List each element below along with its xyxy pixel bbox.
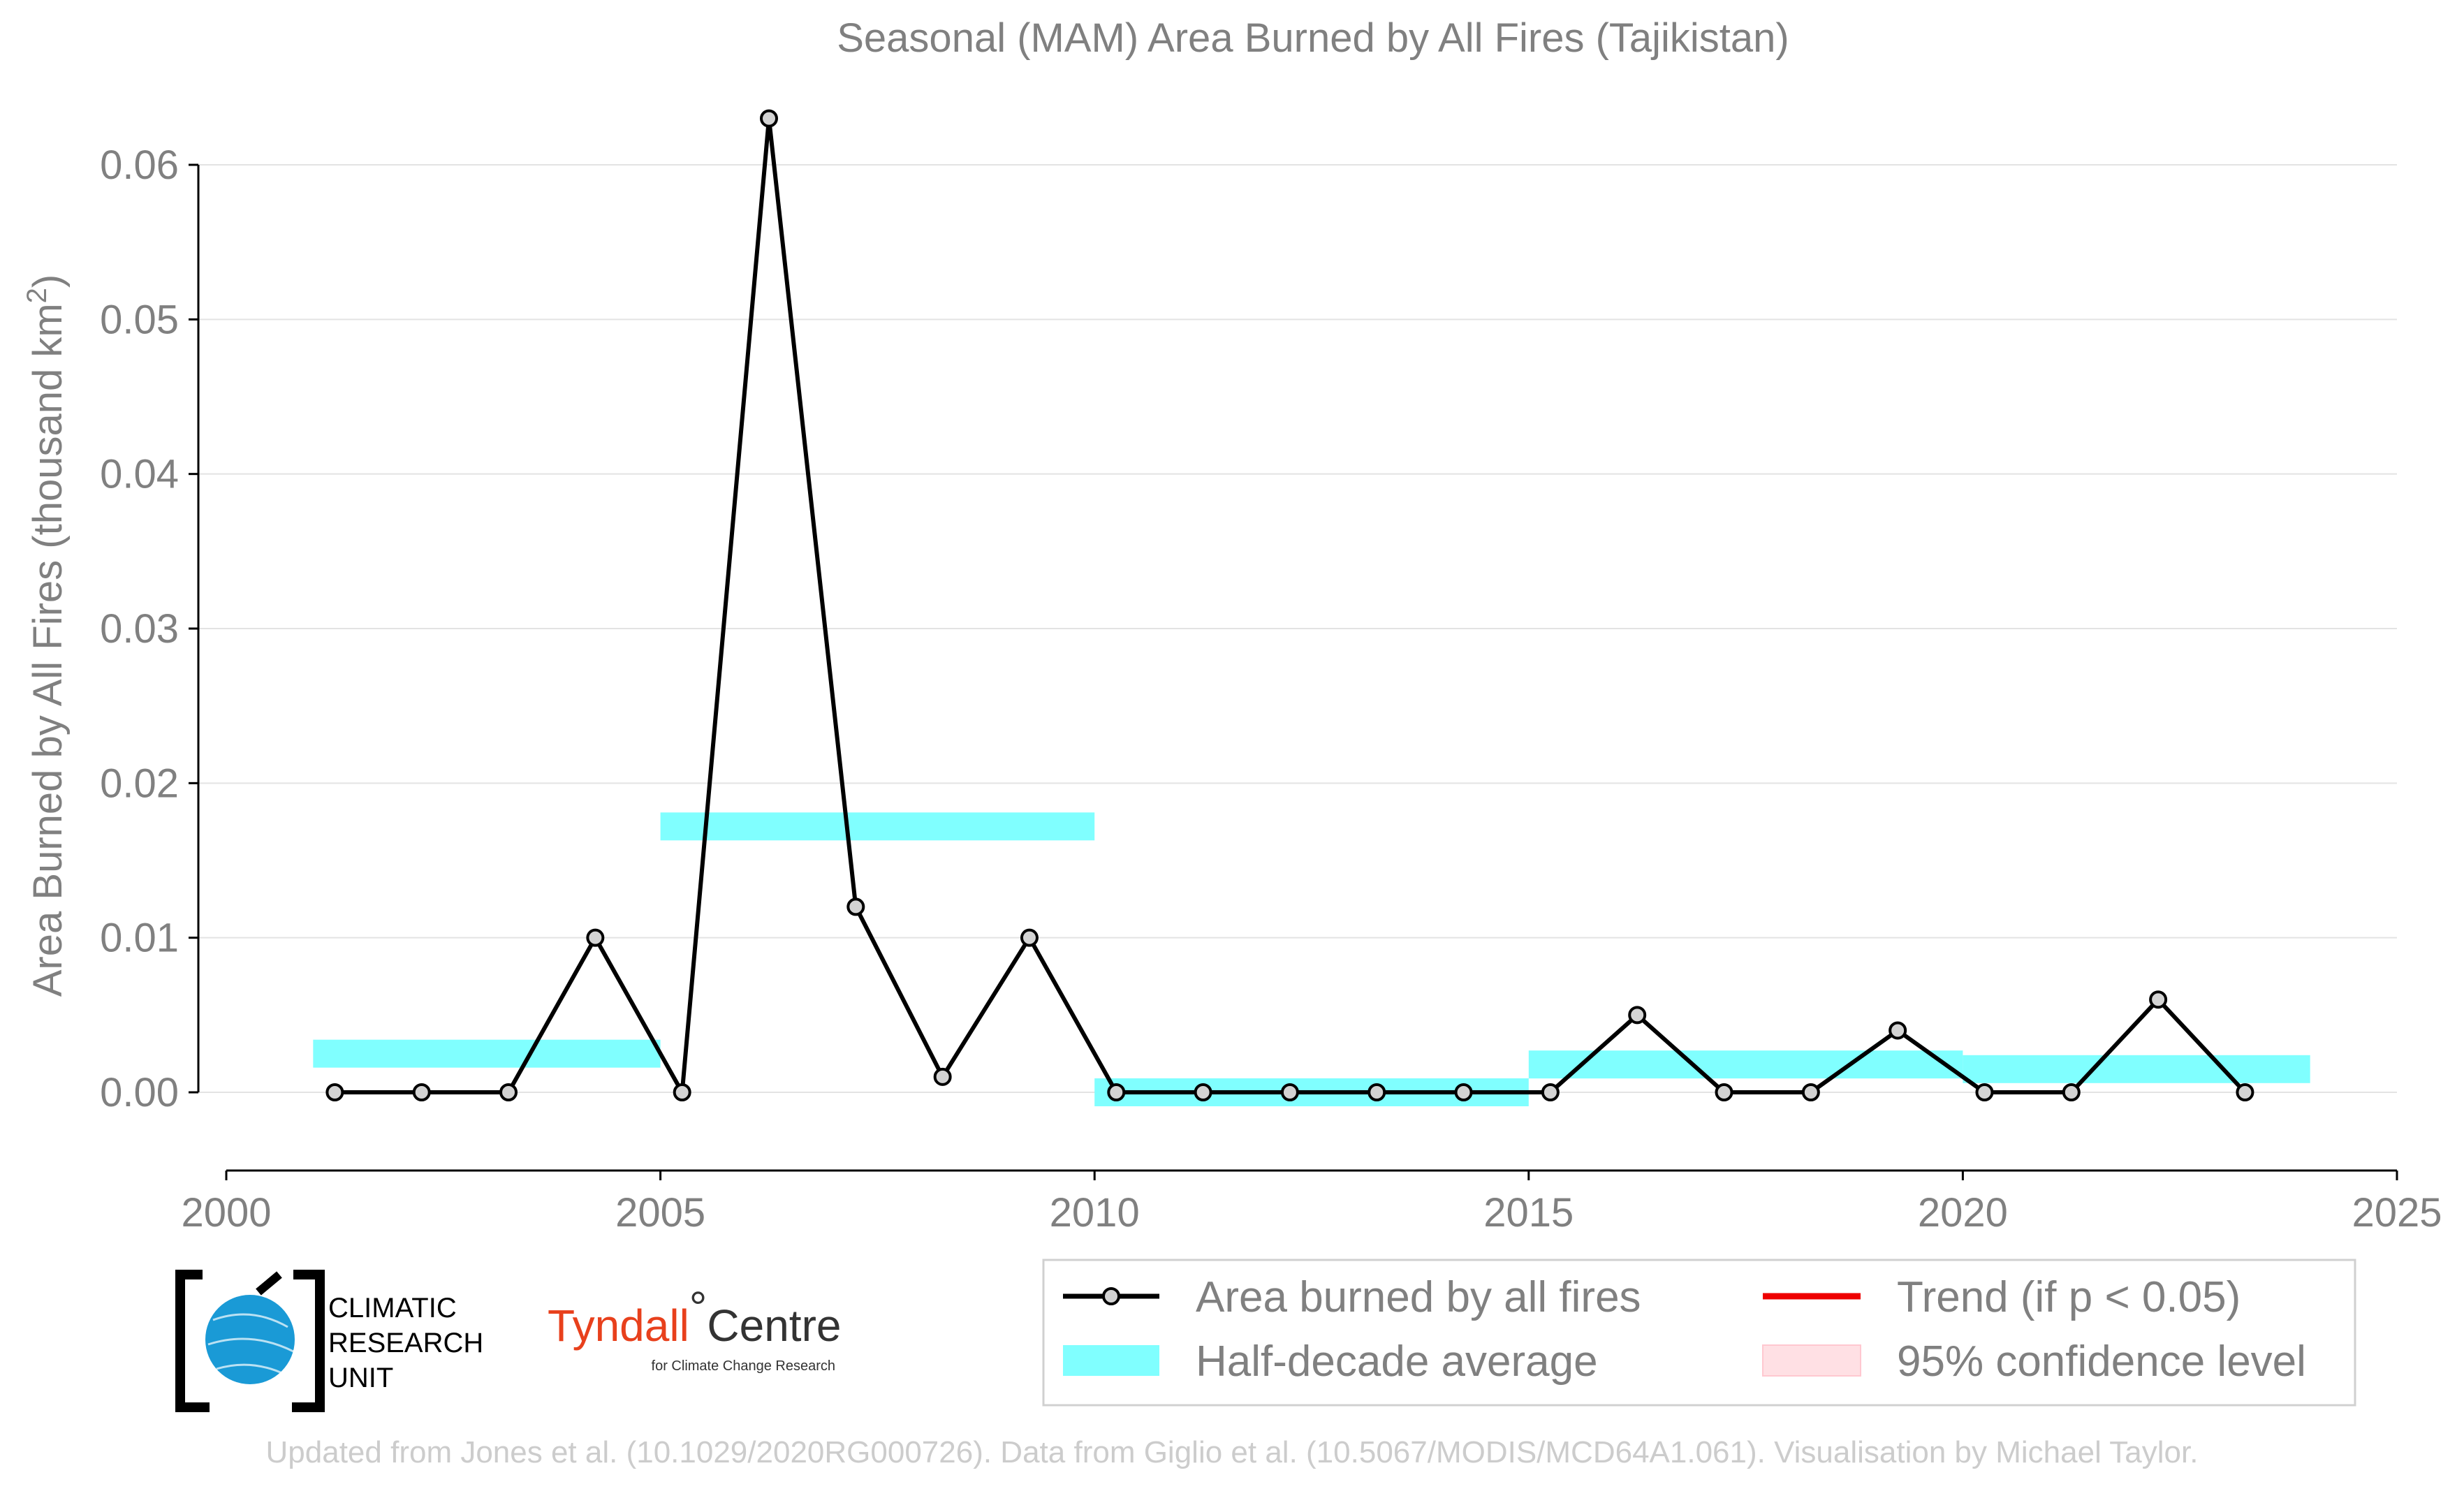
data-point (1020, 928, 1039, 947)
x-tick-label: 2015 (1483, 1190, 1574, 1235)
data-point (846, 897, 865, 916)
x-axis: 2000 2005 2010 2015 2020 2025 (181, 1169, 2442, 1235)
y-axis-label-tail: ) (25, 274, 71, 288)
cru-line-3: UNIT (328, 1363, 393, 1393)
data-point (673, 1083, 691, 1101)
tyndall-centre-word: Centre (707, 1300, 841, 1351)
data-point (1107, 1083, 1126, 1101)
data-point (1975, 1083, 1994, 1101)
cru-line-1: CLIMATIC (328, 1293, 457, 1323)
x-tick-label: 2010 (1050, 1190, 1140, 1235)
legend-label-trend: Trend (if p < 0.05) (1897, 1273, 2241, 1321)
legend-confidence-swatch (1762, 1344, 1861, 1377)
half-decade-bar (1528, 1050, 1963, 1079)
data-point (1541, 1083, 1560, 1101)
series-line (335, 116, 2247, 1094)
data-point (499, 1083, 518, 1101)
y-axis: 0.00 0.01 0.02 0.03 0.04 0.05 0.06 (100, 142, 200, 1115)
x-tick-label: 2025 (2352, 1190, 2442, 1235)
y-tick-label: 0.00 (100, 1070, 179, 1115)
y-tick-label: 0.04 (100, 452, 179, 497)
data-point (1889, 1021, 1907, 1040)
grid-lines (198, 164, 2397, 1093)
data-point (412, 1083, 431, 1101)
y-tick-label: 0.03 (100, 606, 179, 652)
legend-label-confidence: 95% confidence level (1897, 1337, 2306, 1386)
data-point (2149, 990, 2168, 1009)
y-tick-label: 0.06 (100, 142, 179, 188)
cru-bracket-icon (175, 1270, 325, 1412)
tyndall-subtitle: for Climate Change Research (652, 1358, 835, 1374)
data-point (933, 1067, 952, 1086)
tyndall-wordmark: Tyndall°Centre (548, 1282, 841, 1351)
x-tick-label: 2005 (615, 1190, 705, 1235)
cru-logo: CLIMATIC RESEARCH UNIT (175, 1270, 483, 1412)
area-burned-series (325, 109, 2254, 1101)
data-point (760, 109, 778, 128)
data-point (1367, 1083, 1386, 1101)
legend-box (1042, 1259, 2356, 1407)
data-point (1454, 1083, 1473, 1101)
half-decade-average-bars (313, 812, 2310, 1106)
data-point (1194, 1083, 1212, 1101)
y-tick-label: 0.01 (100, 916, 179, 961)
half-decade-bar (1963, 1055, 2310, 1083)
data-point (1715, 1083, 1733, 1101)
y-tick-label: 0.02 (100, 761, 179, 806)
tyndall-logo: Tyndall°Centre for Climate Change Resear… (548, 1282, 841, 1374)
y-axis-label: Area Burned by All Fires (thousand km2) (22, 274, 71, 997)
data-point (1280, 1083, 1299, 1101)
legend-half-decade-swatch (1063, 1345, 1159, 1376)
half-decade-bar (313, 1039, 661, 1068)
tyndall-word: Tyndall (548, 1300, 689, 1351)
legend-label-half-decade: Half-decade average (1196, 1337, 1598, 1386)
half-decade-bar (660, 812, 1095, 841)
data-point (1801, 1083, 1820, 1101)
data-point (1628, 1006, 1647, 1025)
y-axis-label-main: Area Burned by All Fires (thousand km (25, 303, 71, 997)
y-tick-label: 0.05 (100, 297, 179, 342)
footer-credit: Updated from Jones et al. (10.1029/2020R… (266, 1435, 2199, 1469)
data-point (2062, 1083, 2081, 1101)
data-point (2236, 1083, 2254, 1101)
x-tick-label: 2020 (1918, 1190, 2008, 1235)
cru-line-2: RESEARCH (328, 1328, 483, 1358)
x-tick-label: 2000 (181, 1190, 271, 1235)
legend-marker-swatch (1102, 1287, 1120, 1305)
data-point (325, 1083, 344, 1101)
legend-label-area-burned: Area burned by all fires (1196, 1273, 1641, 1321)
chart-title: Seasonal (MAM) Area Burned by All Fires … (837, 15, 1789, 61)
tyndall-degree: ° (689, 1282, 707, 1333)
legend: Area burned by all fires Trend (if p < 0… (1042, 1259, 2356, 1407)
data-point (586, 928, 605, 947)
y-axis-label-sup: 2 (22, 288, 52, 303)
